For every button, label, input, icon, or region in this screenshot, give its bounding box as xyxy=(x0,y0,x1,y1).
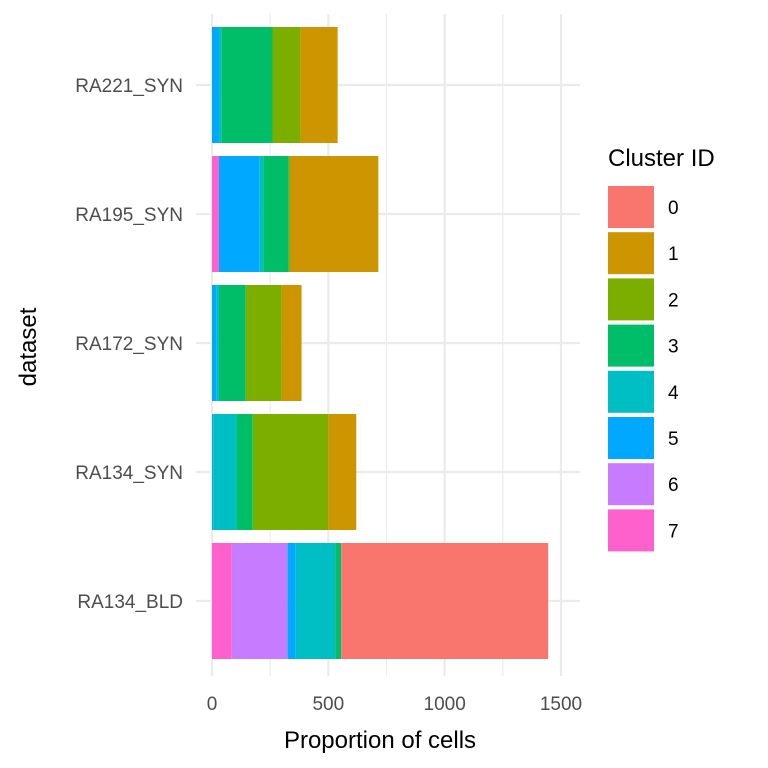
legend-label: 5 xyxy=(668,429,679,450)
legend-key-1 xyxy=(608,232,654,275)
bar-segment-ra172-syn-cluster-1 xyxy=(281,285,302,401)
bars xyxy=(212,27,549,659)
y-tick-label: RA195_SYN xyxy=(75,205,183,226)
bar-segment-ra221-syn-cluster-1 xyxy=(300,27,338,143)
legend-label: 3 xyxy=(668,337,679,358)
legend-key-4 xyxy=(608,370,654,413)
x-tick-label: 500 xyxy=(312,694,344,715)
bar-segment-ra134-syn-cluster-3 xyxy=(236,414,253,530)
legend-key-5 xyxy=(608,417,654,459)
bar-segment-ra134-syn-cluster-2 xyxy=(252,414,329,530)
legend-label: 0 xyxy=(668,198,679,219)
x-tick-label: 0 xyxy=(207,694,218,715)
bar-segment-ra195-syn-cluster-1 xyxy=(289,156,379,272)
legend-label: 7 xyxy=(668,521,679,542)
x-axis-tick-labels: 0 500 1000 1500 xyxy=(207,694,582,715)
y-tick-label: RA221_SYN xyxy=(75,76,183,97)
legend: Cluster ID 0 1 2 3 4 5 6 7 xyxy=(608,145,715,552)
bar-segment-ra134-syn-cluster-4 xyxy=(213,414,237,530)
bar-segment-ra134-syn-cluster-1 xyxy=(328,414,357,530)
legend-title: Cluster ID xyxy=(608,145,715,172)
legend-label: 6 xyxy=(668,475,679,496)
x-tick-label: 1500 xyxy=(540,694,582,715)
y-axis-title: dataset xyxy=(15,307,42,386)
legend-label: 2 xyxy=(668,290,679,311)
y-axis-tick-labels: RA221_SYN RA195_SYN RA172_SYN RA134_SYN RA13… xyxy=(75,76,183,613)
bar-segment-ra195-syn-cluster-4 xyxy=(259,156,264,272)
bar-segment-ra134-bld-cluster-5 xyxy=(287,543,296,659)
bar-segment-ra221-syn-cluster-5 xyxy=(212,27,219,143)
legend-key-3 xyxy=(608,324,654,367)
bar-segment-ra134-bld-cluster-7 xyxy=(212,543,232,659)
bar-segment-ra134-bld-cluster-0 xyxy=(341,543,549,659)
legend-key-6 xyxy=(608,463,654,506)
bar-segment-ra195-syn-cluster-7 xyxy=(212,156,219,272)
bar-segment-ra195-syn-cluster-2 xyxy=(288,156,290,272)
legend-key-0 xyxy=(608,186,654,228)
x-axis-title: Proportion of cells xyxy=(284,727,476,754)
legend-label: 4 xyxy=(668,383,679,404)
bar-segment-ra134-bld-cluster-4 xyxy=(295,543,336,659)
bar-segment-ra195-syn-cluster-3 xyxy=(263,156,289,272)
legend-label: 1 xyxy=(668,244,679,265)
y-tick-label: RA134_BLD xyxy=(77,592,183,613)
y-tick-label: RA172_SYN xyxy=(75,334,183,355)
bar-segment-ra195-syn-cluster-5 xyxy=(218,156,260,272)
bar-segment-ra172-syn-cluster-2 xyxy=(245,285,282,401)
legend-key-2 xyxy=(608,278,654,321)
bar-segment-ra172-syn-cluster-5 xyxy=(212,285,217,401)
bar-segment-ra221-syn-cluster-2 xyxy=(272,27,301,143)
legend-key-7 xyxy=(608,509,654,552)
bar-segment-ra134-syn-cluster-5 xyxy=(212,414,214,530)
y-tick-label: RA134_SYN xyxy=(75,463,183,484)
bar-segment-ra134-bld-cluster-6 xyxy=(231,543,288,659)
bar-segment-ra172-syn-cluster-4 xyxy=(216,285,219,401)
x-tick-label: 1000 xyxy=(424,694,466,715)
bar-segment-ra172-syn-cluster-3 xyxy=(218,285,246,401)
bar-segment-ra134-bld-cluster-3 xyxy=(335,543,342,659)
bar-segment-ra221-syn-cluster-3 xyxy=(221,27,273,143)
bar-segment-ra221-syn-cluster-4 xyxy=(218,27,222,143)
